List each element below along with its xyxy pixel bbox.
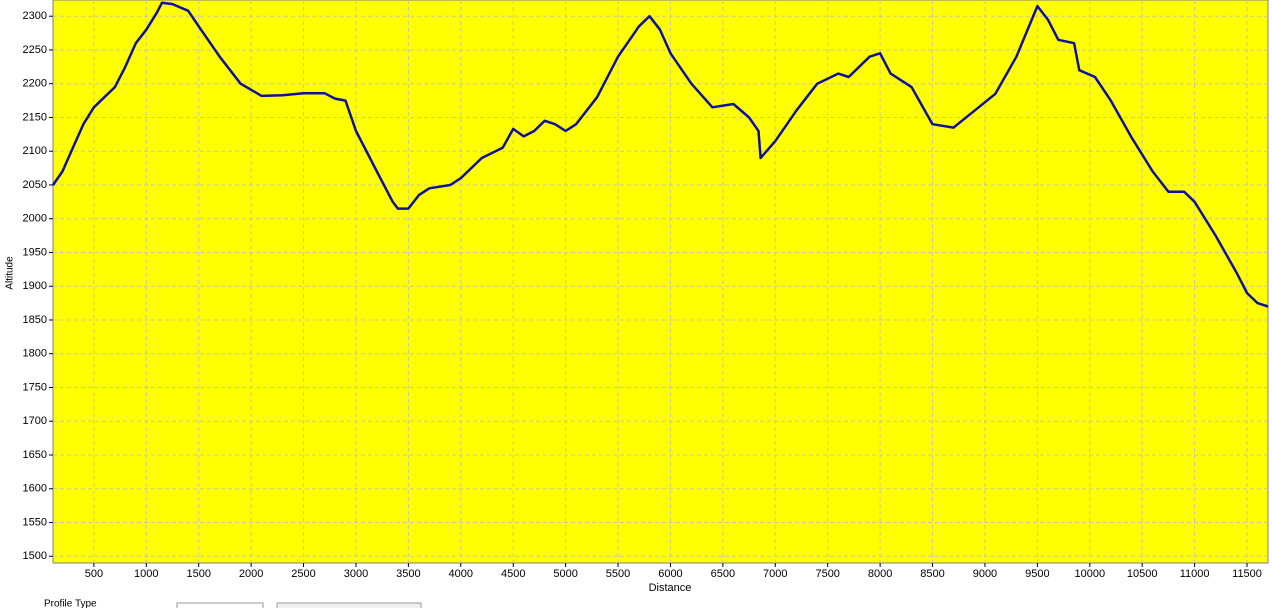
x-tick-label: 4000 [449, 568, 473, 580]
x-tick-label: 7500 [815, 568, 839, 580]
x-tick-label: 6500 [711, 568, 735, 580]
y-tick-label: 2000 [23, 213, 47, 225]
y-tick-label: 1950 [23, 246, 47, 258]
y-tick-label: 1600 [23, 483, 47, 495]
x-axis-title: Distance [649, 582, 692, 594]
x-tick-label: 500 [85, 568, 103, 580]
y-tick-label: 1550 [23, 516, 47, 528]
x-tick-label: 2000 [239, 568, 263, 580]
x-tick-label: 1000 [134, 568, 158, 580]
y-tick-label: 2300 [23, 10, 47, 22]
x-tick-label: 10000 [1074, 568, 1105, 580]
y-tick-label: 2150 [23, 111, 47, 123]
x-tick-label: 5500 [606, 568, 630, 580]
x-tick-label: 9000 [973, 568, 997, 580]
y-tick-label: 2250 [23, 44, 47, 56]
x-tick-label: 4500 [501, 568, 525, 580]
y-tick-label: 1500 [23, 550, 47, 562]
x-tick-label: 10500 [1127, 568, 1158, 580]
altitude-line [51, 1, 1269, 308]
y-axis-title: Altitude [5, 256, 16, 290]
x-tick-label: 5000 [553, 568, 577, 580]
y-tick-label: 2050 [23, 179, 47, 191]
x-tick-label: 7000 [763, 568, 787, 580]
x-tick-label: 1500 [186, 568, 210, 580]
y-tick-label: 2200 [23, 78, 47, 90]
profile-type-label: Profile Type [44, 599, 97, 608]
x-tick-label: 2500 [291, 568, 315, 580]
x-tick-label: 6000 [658, 568, 682, 580]
x-tick-label: 8500 [920, 568, 944, 580]
x-tick-label: 3500 [396, 568, 420, 580]
x-tick-label: 3000 [344, 568, 368, 580]
y-tick-label: 1750 [23, 381, 47, 393]
y-tick-label: 1900 [23, 280, 47, 292]
y-tick-label: 1700 [23, 415, 47, 427]
plot-area [52, 0, 1269, 564]
x-tick-label: 11500 [1232, 568, 1262, 580]
x-tick-label: 8000 [868, 568, 892, 580]
y-tick-label: 1650 [23, 449, 47, 461]
y-tick-label: 2100 [23, 145, 47, 157]
x-tick-label: 11000 [1180, 568, 1210, 580]
x-tick-label: 9500 [1025, 568, 1049, 580]
control-button[interactable] [276, 602, 422, 608]
profile-type-select[interactable] [176, 602, 264, 608]
y-tick-label: 1800 [23, 348, 47, 360]
y-tick-label: 1850 [23, 314, 47, 326]
